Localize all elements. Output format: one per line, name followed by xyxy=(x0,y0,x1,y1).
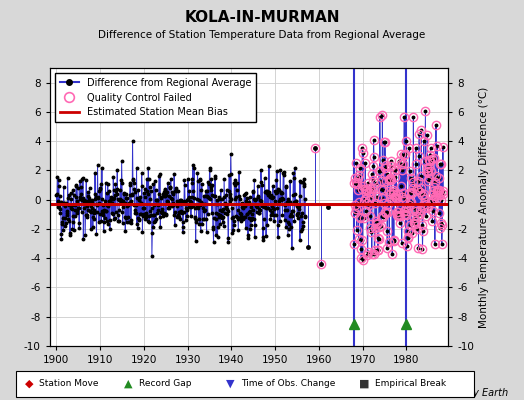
Text: Record Gap: Record Gap xyxy=(139,379,191,388)
Text: ▲: ▲ xyxy=(124,379,133,389)
Text: ■: ■ xyxy=(359,379,369,389)
Text: Time of Obs. Change: Time of Obs. Change xyxy=(241,379,335,388)
Text: KOLA-IN-MURMAN: KOLA-IN-MURMAN xyxy=(184,10,340,25)
Legend: Difference from Regional Average, Quality Control Failed, Estimated Station Mean: Difference from Regional Average, Qualit… xyxy=(54,73,256,122)
Text: Berkeley Earth: Berkeley Earth xyxy=(436,388,508,398)
Text: ▼: ▼ xyxy=(226,379,235,389)
Text: Empirical Break: Empirical Break xyxy=(375,379,446,388)
Y-axis label: Monthly Temperature Anomaly Difference (°C): Monthly Temperature Anomaly Difference (… xyxy=(479,86,489,328)
Text: ◆: ◆ xyxy=(25,379,33,389)
Text: Station Move: Station Move xyxy=(39,379,99,388)
Text: Difference of Station Temperature Data from Regional Average: Difference of Station Temperature Data f… xyxy=(99,30,425,40)
